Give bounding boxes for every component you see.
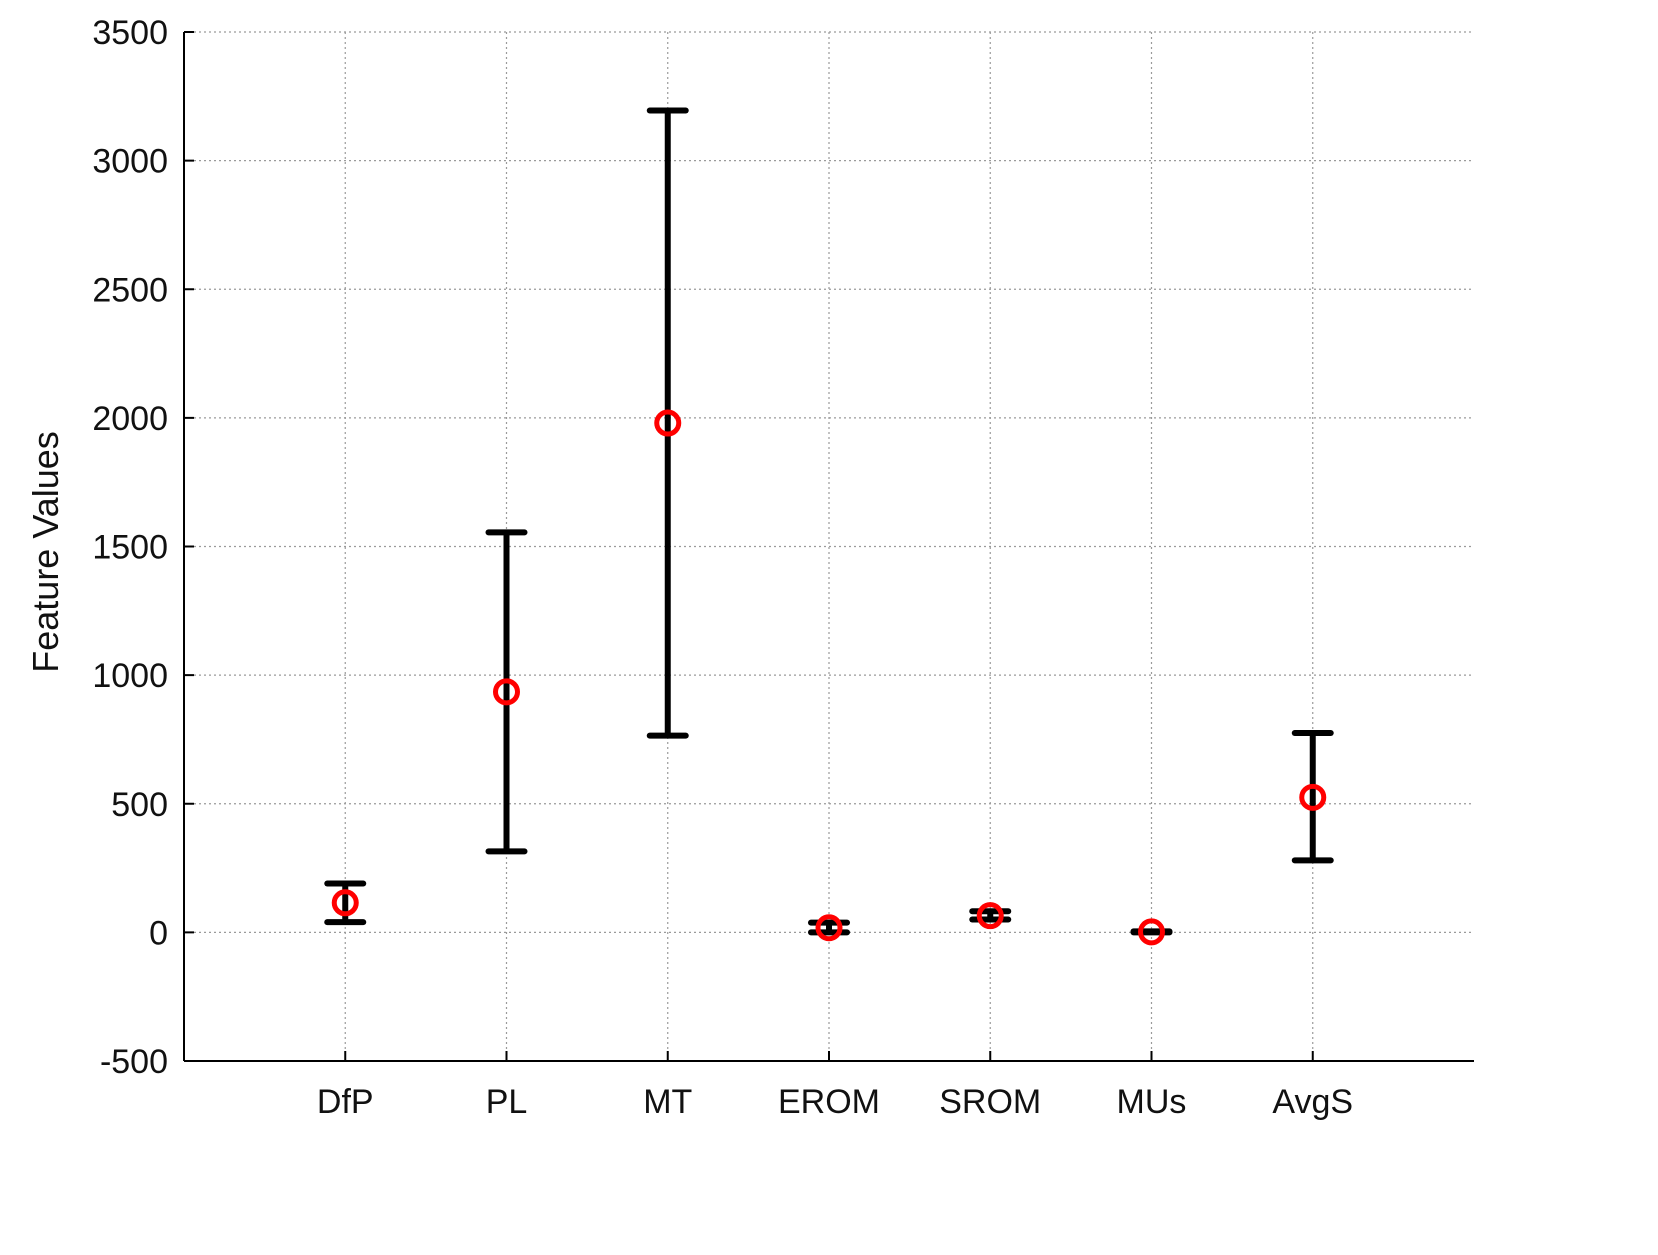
y-tick-label: 500	[111, 786, 168, 824]
x-tick-label: PL	[486, 1083, 528, 1121]
y-tick-label: 0	[149, 914, 168, 952]
x-tick-label: SROM	[939, 1083, 1041, 1121]
y-tick-label: 2500	[92, 271, 168, 309]
mean-markers	[331, 409, 1327, 946]
y-tick-label: 1000	[92, 657, 168, 695]
mean-marker-erom	[815, 914, 843, 942]
y-ticks: -500 0 500 1000 1500 2000 2500 3000 3500	[92, 14, 194, 1081]
mean-marker-mus	[1138, 918, 1165, 946]
y-axis-title: Feature Values	[25, 431, 66, 672]
y-tick-label: 3500	[92, 14, 168, 52]
y-tick-label: 2000	[92, 400, 168, 438]
mean-marker-pl	[493, 678, 520, 706]
y-tick-label: 3000	[92, 143, 168, 181]
mean-marker-avgs	[1299, 783, 1327, 811]
grid-lines	[184, 31, 1474, 1061]
x-tick-label: EROM	[778, 1083, 880, 1121]
y-tick-label: 1500	[92, 529, 168, 567]
x-tick-label: MT	[643, 1083, 692, 1121]
mean-marker-dfp	[331, 889, 359, 917]
x-tick-label: MUs	[1117, 1083, 1187, 1121]
mean-marker-srom	[976, 902, 1004, 930]
x-ticks: DfP PL MT EROM SROM MUs AvgS	[317, 1051, 1353, 1121]
x-tick-label: DfP	[317, 1083, 374, 1121]
x-tick-label: AvgS	[1272, 1083, 1353, 1121]
y-tick-label: -500	[100, 1043, 168, 1081]
mean-marker-mt	[654, 409, 682, 437]
